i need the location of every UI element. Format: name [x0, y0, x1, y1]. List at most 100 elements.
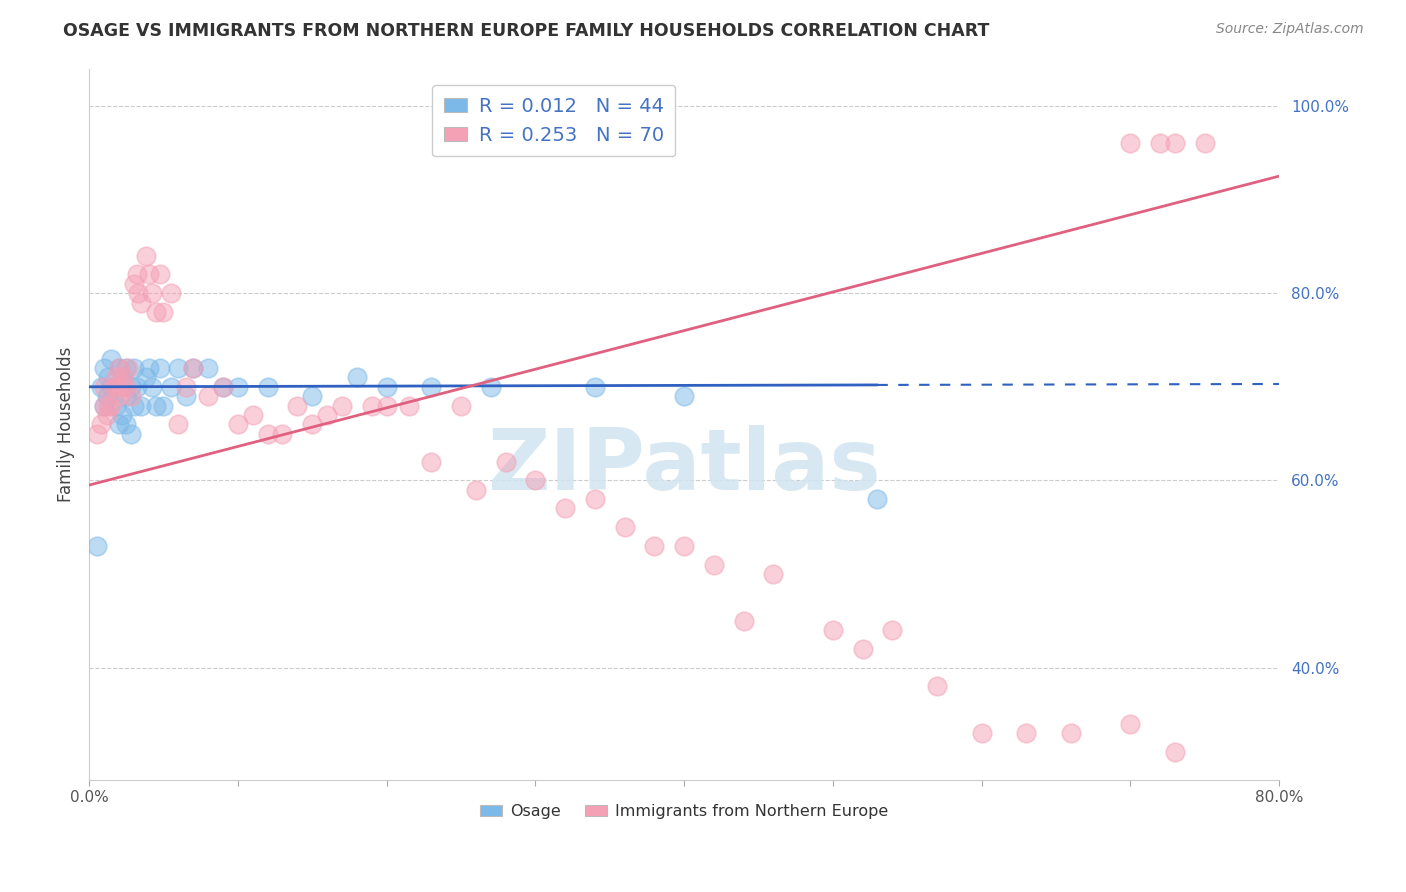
Point — [524, 474, 547, 488]
Point — [330, 399, 353, 413]
Point — [925, 679, 948, 693]
Point — [111, 408, 134, 422]
Point — [145, 399, 167, 413]
Point — [1149, 136, 1171, 151]
Point — [93, 361, 115, 376]
Point — [138, 361, 160, 376]
Point — [152, 305, 174, 319]
Point — [1015, 726, 1038, 740]
Point — [127, 286, 149, 301]
Point — [97, 370, 120, 384]
Point — [160, 380, 183, 394]
Point — [93, 399, 115, 413]
Point — [160, 286, 183, 301]
Point — [167, 361, 190, 376]
Point — [174, 380, 197, 394]
Point — [479, 380, 502, 394]
Point — [115, 361, 138, 376]
Point — [117, 361, 139, 376]
Point — [762, 567, 785, 582]
Point — [112, 370, 135, 384]
Point — [420, 380, 443, 394]
Point — [141, 380, 163, 394]
Point — [149, 268, 172, 282]
Point — [108, 389, 131, 403]
Y-axis label: Family Households: Family Households — [58, 347, 75, 502]
Point — [101, 380, 124, 394]
Point — [108, 361, 131, 376]
Point — [100, 380, 122, 394]
Point — [120, 389, 142, 403]
Point — [122, 361, 145, 376]
Point — [375, 380, 398, 394]
Point — [1164, 745, 1187, 759]
Point — [583, 380, 606, 394]
Point — [86, 539, 108, 553]
Point — [125, 268, 148, 282]
Point — [1164, 136, 1187, 151]
Point — [96, 389, 118, 403]
Point — [197, 389, 219, 403]
Point — [733, 614, 755, 628]
Point — [100, 351, 122, 366]
Point — [115, 389, 138, 403]
Point — [86, 426, 108, 441]
Point — [97, 399, 120, 413]
Point — [96, 408, 118, 422]
Point — [181, 361, 204, 376]
Point — [882, 623, 904, 637]
Point — [141, 286, 163, 301]
Point — [256, 426, 278, 441]
Point — [316, 408, 339, 422]
Point — [90, 380, 112, 394]
Point — [93, 399, 115, 413]
Legend: Osage, Immigrants from Northern Europe: Osage, Immigrants from Northern Europe — [474, 797, 894, 825]
Point — [108, 361, 131, 376]
Text: ZIPatlas: ZIPatlas — [486, 425, 882, 508]
Point — [450, 399, 472, 413]
Point — [673, 539, 696, 553]
Point — [135, 249, 157, 263]
Point — [1119, 716, 1142, 731]
Point — [1060, 726, 1083, 740]
Point — [115, 417, 138, 432]
Point — [398, 399, 420, 413]
Text: Source: ZipAtlas.com: Source: ZipAtlas.com — [1216, 22, 1364, 37]
Point — [360, 399, 382, 413]
Point — [226, 380, 249, 394]
Point — [673, 389, 696, 403]
Point — [851, 641, 873, 656]
Point — [583, 492, 606, 507]
Point — [821, 623, 844, 637]
Point — [285, 399, 308, 413]
Point — [643, 539, 665, 553]
Point — [226, 417, 249, 432]
Point — [346, 370, 368, 384]
Point — [129, 399, 152, 413]
Point — [120, 380, 142, 394]
Point — [111, 380, 134, 394]
Point — [93, 380, 115, 394]
Point — [703, 558, 725, 572]
Point — [104, 370, 127, 384]
Point — [125, 380, 148, 394]
Point — [464, 483, 486, 497]
Point — [212, 380, 235, 394]
Point — [970, 726, 993, 740]
Point — [375, 399, 398, 413]
Point — [242, 408, 264, 422]
Point — [1119, 136, 1142, 151]
Point — [149, 361, 172, 376]
Point — [115, 380, 138, 394]
Point — [271, 426, 294, 441]
Point — [174, 389, 197, 403]
Point — [301, 417, 323, 432]
Point — [90, 417, 112, 432]
Point — [212, 380, 235, 394]
Point — [1194, 136, 1216, 151]
Point — [138, 268, 160, 282]
Point — [120, 426, 142, 441]
Point — [613, 520, 636, 534]
Point — [197, 361, 219, 376]
Point — [181, 361, 204, 376]
